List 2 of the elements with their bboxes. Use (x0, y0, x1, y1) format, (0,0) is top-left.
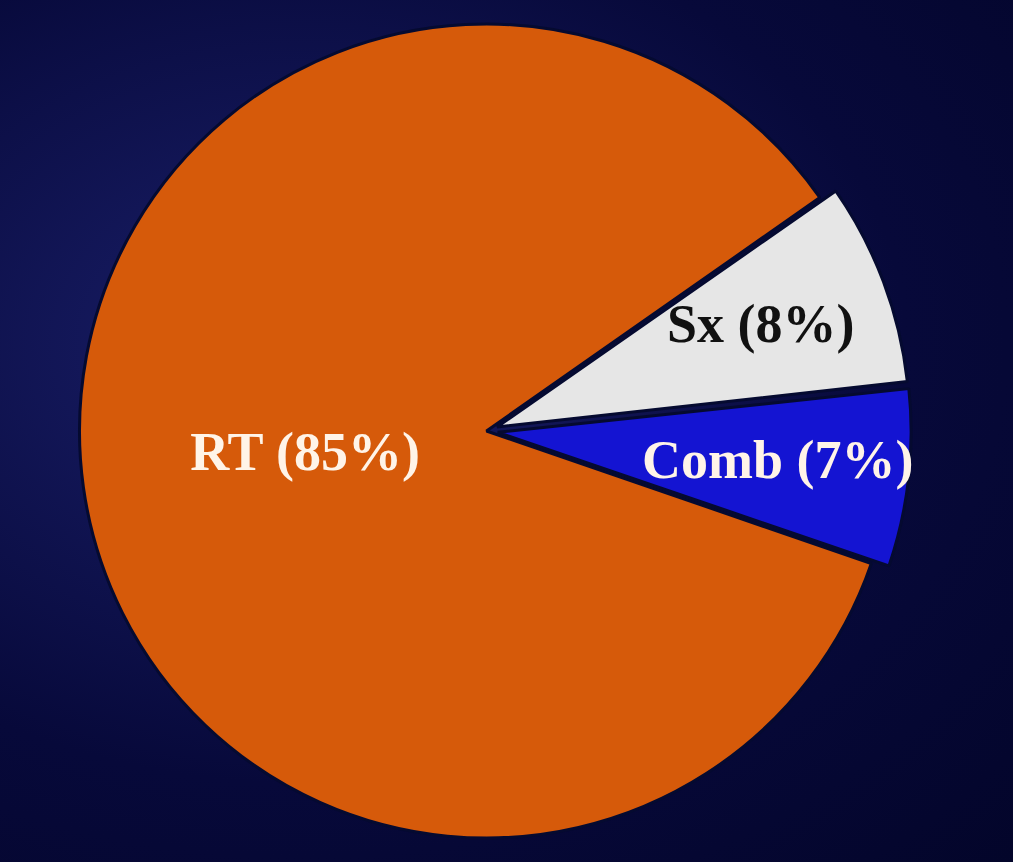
slice-label: RT (85%) (190, 422, 420, 483)
slice-label: Sx (8%) (667, 293, 855, 354)
